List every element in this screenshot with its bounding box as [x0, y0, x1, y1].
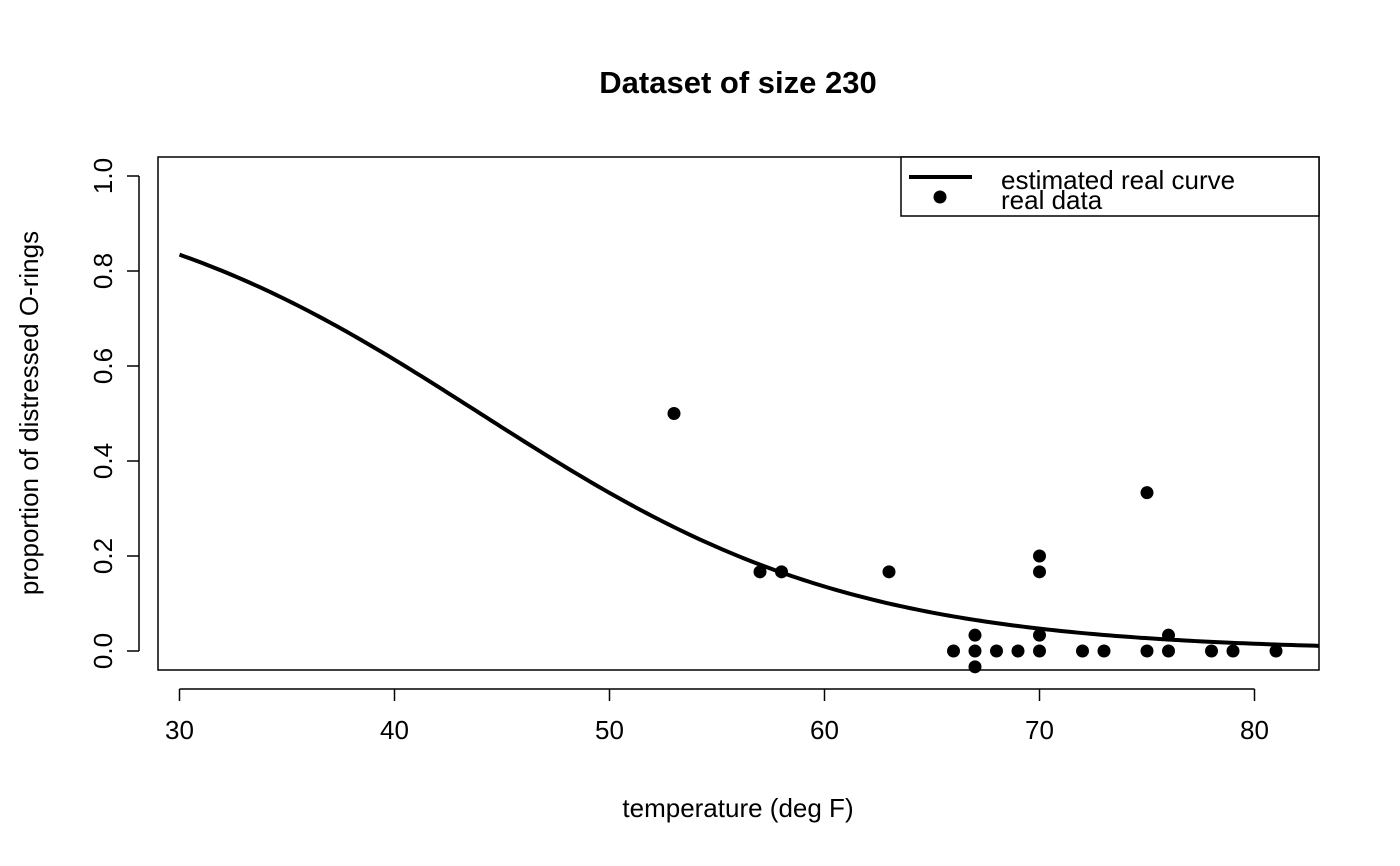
x-tick-label: 30 — [165, 715, 194, 745]
data-point — [1033, 549, 1046, 563]
data-point — [882, 565, 896, 579]
x-tick-label: 80 — [1240, 715, 1269, 745]
x-tick-label: 40 — [380, 715, 409, 745]
data-point — [1269, 644, 1283, 658]
data-point — [1226, 644, 1240, 658]
x-axis: 30 40 50 60 70 80 — [165, 688, 1269, 745]
data-point — [753, 565, 767, 579]
data-point — [1162, 628, 1175, 642]
estimated-curve-line — [178, 252, 1319, 648]
data-point — [1033, 628, 1046, 642]
data-point — [1097, 644, 1111, 658]
x-tick-label: 60 — [810, 715, 839, 745]
y-tick-label: 0.0 — [88, 633, 118, 669]
plot-area — [157, 156, 1320, 674]
x-axis-label: temperature (deg F) — [622, 793, 853, 823]
data-point — [1076, 644, 1089, 658]
data-point — [968, 628, 982, 642]
data-point — [667, 407, 681, 420]
data-point — [1011, 644, 1025, 658]
chart-title: Dataset of size 230 — [599, 65, 876, 100]
data-point — [1033, 644, 1046, 658]
data-point — [1205, 644, 1218, 658]
data-point — [1033, 565, 1046, 579]
legend-label-data: real data — [1001, 185, 1103, 215]
data-point — [968, 644, 982, 658]
data-point — [990, 644, 1003, 658]
data-point — [1140, 486, 1154, 500]
data-point — [968, 660, 982, 674]
y-axis-label: proportion of distressed O-rings — [14, 231, 44, 595]
y-axis: 0.0 0.2 0.4 0.6 0.8 1.0 — [88, 158, 140, 669]
data-point — [947, 644, 960, 658]
y-tick-label: 0.6 — [88, 348, 118, 384]
y-tick-label: 0.8 — [88, 253, 118, 289]
x-tick-label: 70 — [1025, 715, 1054, 745]
data-point — [1140, 644, 1154, 658]
legend-label-curve: estimated real curve — [1001, 165, 1235, 195]
legend-point-symbol — [933, 190, 947, 204]
legend-box — [900, 156, 1320, 217]
y-tick-label: 0.4 — [88, 443, 118, 479]
data-point — [775, 565, 788, 579]
plot-frame — [157, 156, 1320, 671]
data-point — [1162, 644, 1175, 658]
y-tick-label: 0.2 — [88, 538, 118, 574]
x-tick-label: 50 — [595, 715, 624, 745]
y-tick-label: 1.0 — [88, 158, 118, 194]
